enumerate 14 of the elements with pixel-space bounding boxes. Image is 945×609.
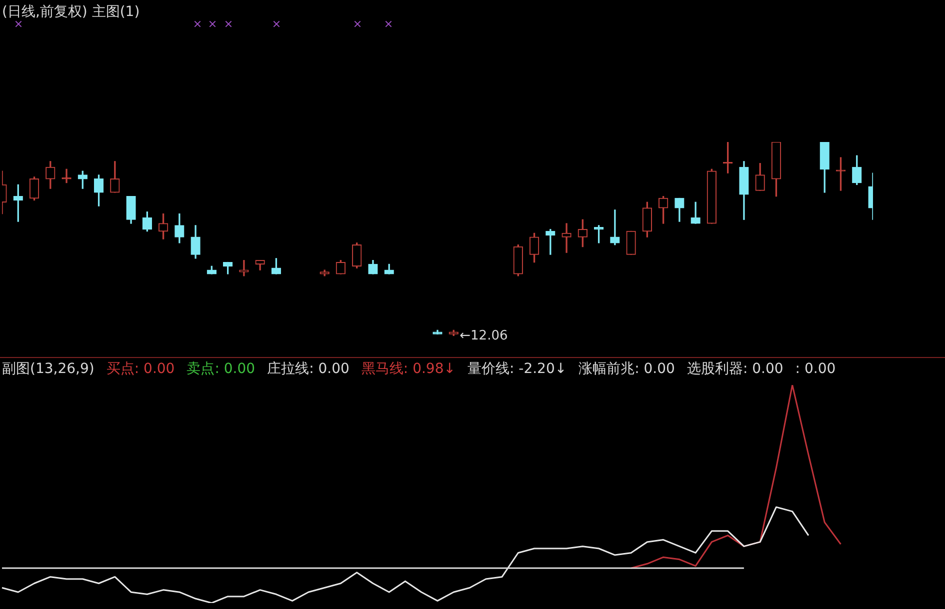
candlestick [562, 223, 572, 253]
text: 黑马线: 0.98↓ [361, 360, 456, 378]
chart-title: (日线,前复权) 主图(1) [2, 3, 140, 21]
text: 涨幅前兆: 0.00 [578, 360, 675, 378]
annotation: ←12.06 [460, 328, 508, 344]
chart-title: 副图(13,26,9) [2, 360, 94, 378]
text: 买点: 0.00 [106, 360, 175, 378]
text: 庄拉线: 0.00 [267, 360, 350, 378]
candlestick [610, 210, 620, 246]
text: : 0.00 [795, 360, 836, 376]
text: 量价线: -2.20↓ [467, 360, 567, 378]
text: 选股利器: 0.00 [686, 360, 784, 378]
text: 卖点: 0.00 [186, 360, 256, 378]
candlestick [239, 260, 249, 276]
